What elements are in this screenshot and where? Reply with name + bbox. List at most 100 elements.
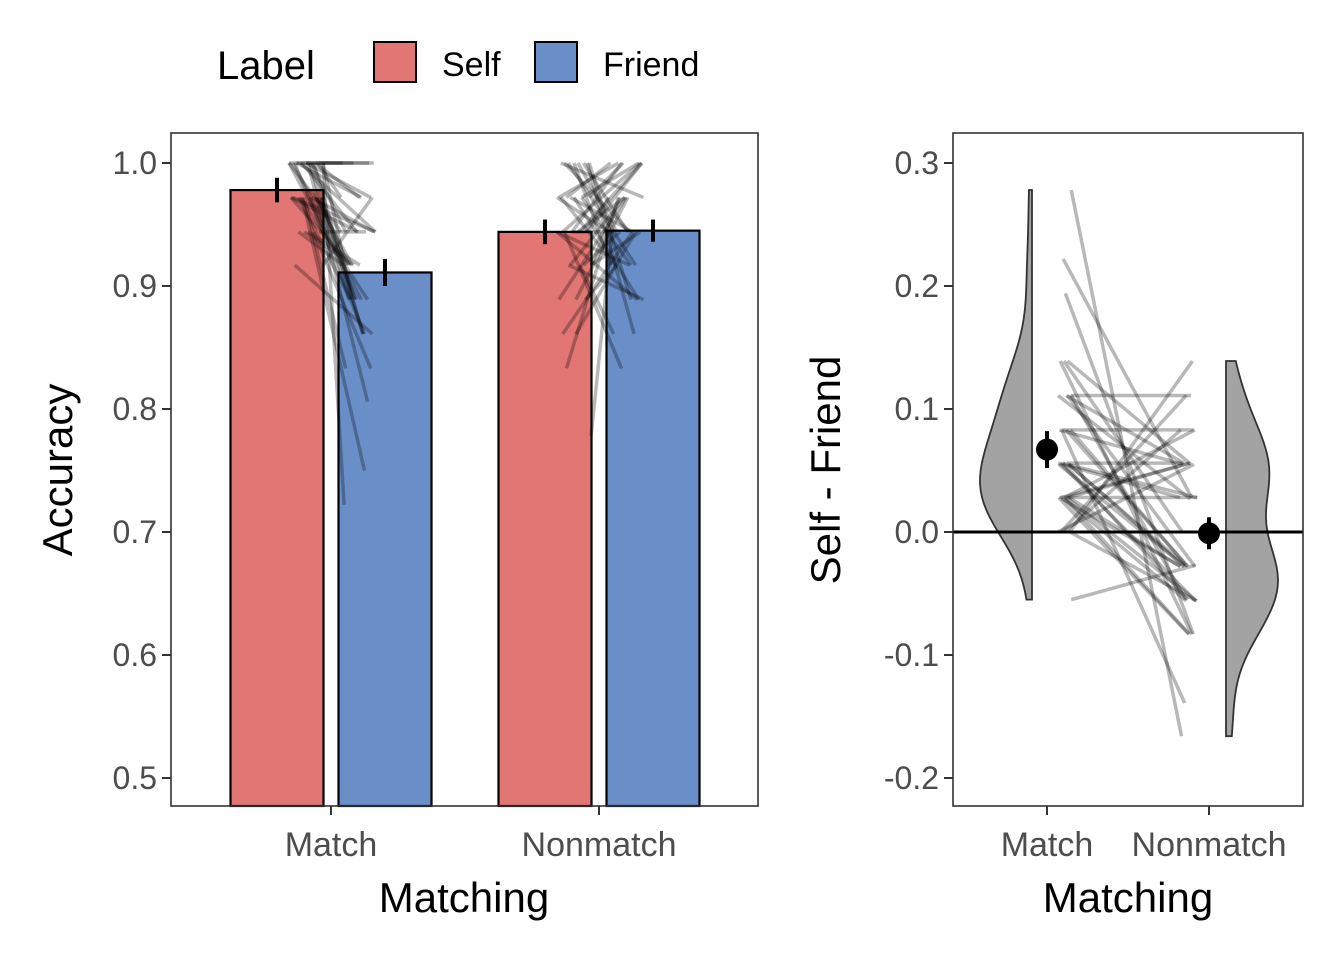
participant-line — [556, 195, 610, 234]
participant-line — [563, 161, 631, 234]
participant-line — [561, 161, 642, 234]
participant-line — [558, 161, 620, 199]
x-tick-label-match: Match — [1001, 826, 1094, 864]
left-y-axis-title: Accuracy — [34, 384, 81, 557]
participant-line — [308, 162, 351, 301]
participant-line — [306, 162, 370, 403]
participant-line — [297, 230, 344, 267]
participant-difference-line — [1068, 530, 1198, 603]
participant-line — [300, 161, 359, 233]
y-tick-label: 0.5 — [113, 760, 157, 796]
participant-line — [568, 196, 627, 267]
y-tick-label: -0.2 — [884, 760, 939, 796]
participant-line — [561, 230, 634, 335]
participant-line — [555, 230, 639, 301]
y-tick-label: 0.7 — [113, 514, 157, 550]
participant-line — [580, 196, 633, 267]
participant-line — [290, 195, 360, 234]
legend-swatch-self — [373, 41, 417, 83]
x-tick-label-nonmatch: Nonmatch — [522, 826, 677, 864]
participant-line — [572, 196, 641, 301]
participant-difference-line — [1069, 428, 1189, 568]
participant-difference-line — [1057, 462, 1195, 534]
participant-difference-line — [1068, 360, 1194, 534]
participant-line — [302, 197, 348, 369]
participant-line — [569, 195, 634, 234]
participant-line — [319, 196, 365, 335]
participant-line — [287, 162, 363, 301]
y-tick-label: 0.3 — [895, 145, 939, 181]
legend-title: Label — [217, 44, 315, 88]
participant-line — [292, 195, 377, 234]
participant-line — [300, 197, 367, 471]
participant-line — [310, 162, 348, 233]
participant-difference-line — [1062, 497, 1188, 603]
right-x-axis-title: Matching — [1043, 874, 1213, 921]
bar-friend-match — [337, 271, 433, 808]
participant-line — [287, 161, 343, 233]
participant-line — [315, 162, 343, 199]
y-tick-label: 0.8 — [113, 391, 157, 427]
y-tick-label: 1.0 — [113, 145, 157, 181]
right-plot-border — [952, 132, 1304, 807]
y-tick-label: -0.1 — [884, 637, 939, 673]
participant-difference-line — [1061, 461, 1198, 500]
participant-line — [560, 161, 645, 200]
violin-nonmatch — [1225, 360, 1279, 738]
participant-line — [314, 161, 361, 199]
participant-difference-line — [1061, 258, 1194, 499]
participant-line — [307, 230, 361, 267]
participant-difference-line — [1059, 394, 1188, 534]
y-tick-label: 0.6 — [113, 637, 157, 673]
participant-line — [585, 161, 644, 233]
participant-difference-line — [1063, 292, 1195, 635]
participant-difference-line — [1057, 462, 1186, 568]
participant-difference-line — [1062, 360, 1184, 533]
participant-line — [321, 162, 354, 300]
participant-difference-line — [1061, 461, 1190, 601]
participant-difference-line — [1063, 428, 1182, 534]
participant-line — [589, 196, 622, 266]
y-tick-label: 0.1 — [895, 391, 939, 427]
participant-line — [565, 161, 612, 199]
participant-difference-line — [1070, 563, 1197, 602]
legend-swatch-friend — [534, 41, 578, 83]
mean-point-match — [1036, 438, 1058, 461]
right-y-axis-title: Self - Friend — [802, 356, 849, 585]
participant-line — [319, 196, 357, 301]
participant-difference-line — [1057, 496, 1190, 636]
participant-line — [303, 230, 355, 267]
participant-line — [567, 263, 645, 302]
participant-line — [590, 230, 642, 267]
participant-line — [298, 196, 370, 301]
participant-line — [557, 196, 628, 301]
participant-line — [580, 161, 640, 199]
participant-difference-line — [1067, 461, 1190, 500]
participant-line — [566, 162, 638, 267]
participant-difference-line — [1066, 359, 1193, 466]
x-tick-label-match: Match — [285, 826, 378, 864]
participant-line — [559, 196, 617, 267]
participant-line — [589, 231, 614, 437]
participant-line — [312, 231, 373, 370]
participant-difference-line — [1057, 461, 1181, 500]
participant-difference-line — [1058, 461, 1197, 603]
participant-difference-line — [1068, 496, 1181, 568]
participant-line — [574, 196, 630, 301]
participant-line — [311, 162, 365, 335]
participant-difference-line — [1067, 463, 1187, 567]
bar-self-nonmatch — [497, 230, 593, 808]
participant-line — [295, 161, 363, 199]
participant-difference-line — [1060, 497, 1182, 568]
bar-friend-nonmatch — [605, 229, 701, 808]
participant-line — [574, 230, 638, 335]
participant-line — [587, 161, 625, 199]
left-x-axis-title: Matching — [379, 874, 549, 921]
participant-difference-line — [1064, 428, 1190, 568]
legend-label-friend: Friend — [603, 46, 699, 84]
participant-difference-line — [1063, 428, 1196, 500]
participant-difference-line — [1067, 463, 1186, 568]
participant-line — [308, 196, 359, 301]
participant-line — [564, 196, 621, 369]
